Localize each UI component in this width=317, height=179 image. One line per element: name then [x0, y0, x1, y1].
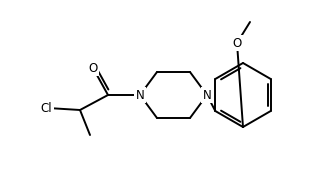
Text: Cl: Cl	[40, 101, 52, 115]
Text: N: N	[203, 88, 211, 101]
Text: O: O	[232, 37, 242, 50]
Text: O: O	[88, 62, 98, 74]
Text: N: N	[136, 88, 144, 101]
